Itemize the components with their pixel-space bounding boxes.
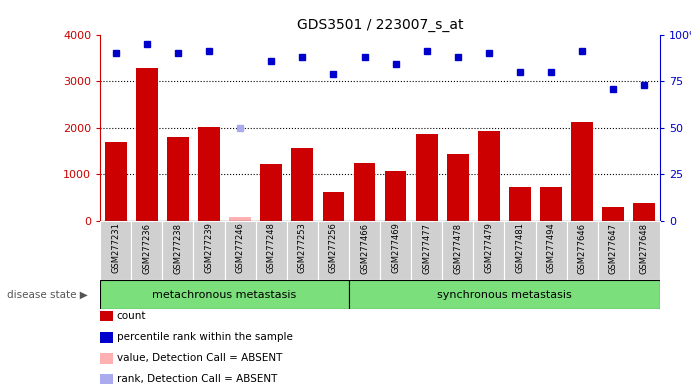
Text: GSM277248: GSM277248 (267, 223, 276, 273)
Bar (354, 162, 375, 221)
Text: rank, Detection Call = ABSENT: rank, Detection Call = ABSENT (117, 374, 277, 384)
Bar (473, 221, 504, 280)
Bar (567, 221, 598, 280)
Text: GSM277239: GSM277239 (205, 223, 214, 273)
Bar (287, 221, 318, 280)
Bar (323, 192, 344, 221)
Text: disease state ▶: disease state ▶ (7, 290, 88, 300)
Bar (536, 221, 567, 280)
Bar (411, 221, 442, 280)
Bar (100, 280, 349, 309)
Text: GSM277236: GSM277236 (142, 223, 151, 273)
Bar (225, 221, 256, 280)
Text: GSM277494: GSM277494 (547, 223, 556, 273)
Bar (598, 221, 629, 280)
Text: GSM277238: GSM277238 (173, 223, 182, 273)
Text: value, Detection Call = ABSENT: value, Detection Call = ABSENT (117, 353, 282, 363)
Text: GSM277481: GSM277481 (515, 223, 524, 273)
Bar (162, 221, 193, 280)
Title: GDS3501 / 223007_s_at: GDS3501 / 223007_s_at (297, 18, 463, 32)
Text: GSM277646: GSM277646 (578, 223, 587, 273)
Bar (131, 221, 162, 280)
Text: GSM277647: GSM277647 (609, 223, 618, 273)
Bar (416, 134, 437, 221)
Text: GSM277479: GSM277479 (484, 223, 493, 273)
Bar (167, 137, 189, 221)
Bar (380, 221, 411, 280)
Text: GSM277477: GSM277477 (422, 223, 431, 273)
Bar (634, 203, 655, 221)
Bar (571, 122, 593, 221)
Bar (385, 171, 406, 221)
Bar (478, 131, 500, 221)
Bar (349, 280, 660, 309)
Bar (349, 221, 380, 280)
Text: GSM277469: GSM277469 (391, 223, 400, 273)
Bar (100, 221, 131, 280)
Bar (198, 127, 220, 221)
Text: GSM277466: GSM277466 (360, 223, 369, 273)
Text: GSM277246: GSM277246 (236, 223, 245, 273)
Text: GSM277256: GSM277256 (329, 223, 338, 273)
Bar (447, 154, 468, 221)
Bar (256, 221, 287, 280)
Text: GSM277648: GSM277648 (640, 223, 649, 273)
Bar (261, 164, 282, 221)
Text: GSM277231: GSM277231 (111, 223, 120, 273)
Bar (193, 221, 225, 280)
Bar (629, 221, 660, 280)
Bar (540, 187, 562, 221)
Bar (603, 207, 624, 221)
Bar (229, 217, 251, 221)
Text: GSM277253: GSM277253 (298, 223, 307, 273)
Bar (105, 142, 126, 221)
Text: synchronous metastasis: synchronous metastasis (437, 290, 572, 300)
Bar (509, 187, 531, 221)
Text: metachronous metastasis: metachronous metastasis (153, 290, 296, 300)
Bar (292, 148, 313, 221)
Bar (318, 221, 349, 280)
Bar (442, 221, 473, 280)
Bar (504, 221, 536, 280)
Text: percentile rank within the sample: percentile rank within the sample (117, 332, 293, 342)
Bar (136, 68, 158, 221)
Text: GSM277478: GSM277478 (453, 223, 462, 273)
Text: count: count (117, 311, 146, 321)
